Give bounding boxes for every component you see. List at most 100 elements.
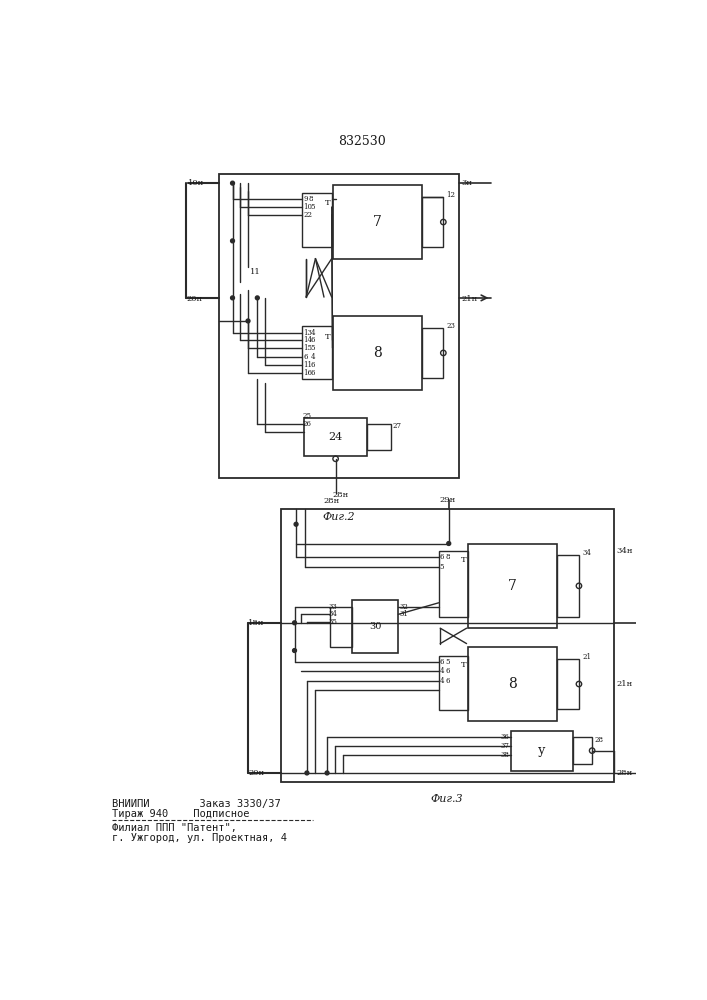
Text: 6: 6 <box>311 369 315 377</box>
Text: 36: 36 <box>501 733 509 741</box>
Text: 25: 25 <box>303 412 311 420</box>
Text: 5: 5 <box>445 658 450 666</box>
Bar <box>438 551 468 617</box>
Bar <box>421 328 443 378</box>
Circle shape <box>230 296 235 300</box>
Text: 8: 8 <box>373 346 382 360</box>
Text: 6: 6 <box>303 353 308 361</box>
Bar <box>352 600 398 653</box>
Text: Фиг.3: Фиг.3 <box>431 794 464 804</box>
Text: T: T <box>461 661 467 669</box>
Text: ВНИИПИ        Заказ 3330/37: ВНИИПИ Заказ 3330/37 <box>112 799 281 809</box>
Text: Фиг.2: Фиг.2 <box>322 512 355 522</box>
Text: 20н: 20н <box>248 769 264 777</box>
Text: 15: 15 <box>303 344 312 352</box>
Text: 9: 9 <box>303 195 308 203</box>
Text: 4: 4 <box>311 329 315 337</box>
Text: 12: 12 <box>446 191 455 199</box>
Text: 27: 27 <box>393 422 402 430</box>
Circle shape <box>294 522 298 526</box>
Bar <box>332 185 421 259</box>
Text: 30: 30 <box>369 622 381 631</box>
Text: 8: 8 <box>445 553 450 561</box>
Text: 32: 32 <box>400 603 409 611</box>
Text: 21н: 21н <box>461 295 477 303</box>
Text: 4: 4 <box>440 667 444 675</box>
Text: 6: 6 <box>445 677 450 685</box>
Text: 11: 11 <box>250 268 260 276</box>
Text: 38: 38 <box>501 751 509 759</box>
Text: T: T <box>461 556 467 564</box>
Bar <box>438 656 468 710</box>
Text: 28н: 28н <box>616 769 632 777</box>
Bar <box>332 316 421 389</box>
Circle shape <box>230 239 235 243</box>
Text: 4: 4 <box>311 353 315 361</box>
Text: 37: 37 <box>501 742 509 750</box>
Text: 8: 8 <box>508 677 517 691</box>
Text: 28н: 28н <box>332 491 349 499</box>
Text: 16: 16 <box>303 369 312 377</box>
Text: 18н: 18н <box>248 619 264 627</box>
Text: 6: 6 <box>311 361 315 369</box>
Text: 31: 31 <box>400 610 409 618</box>
Text: 6: 6 <box>445 667 450 675</box>
Text: 26: 26 <box>303 420 311 428</box>
Text: 20н: 20н <box>186 295 202 303</box>
Bar <box>304 418 368 456</box>
Text: 24: 24 <box>329 432 343 442</box>
Circle shape <box>305 771 309 775</box>
Bar <box>303 326 332 379</box>
Text: 7: 7 <box>508 579 517 593</box>
Bar <box>573 737 592 764</box>
Text: г. Ужгород, ул. Проектная, 4: г. Ужгород, ул. Проектная, 4 <box>112 833 286 843</box>
Bar <box>468 544 557 628</box>
Text: 6: 6 <box>440 553 444 561</box>
Text: 11: 11 <box>303 361 312 369</box>
Bar <box>303 193 332 247</box>
Text: 21н: 21н <box>616 680 632 688</box>
Text: 34: 34 <box>582 549 591 557</box>
Bar <box>557 659 579 709</box>
Text: 23: 23 <box>446 322 455 330</box>
Bar <box>510 731 573 771</box>
Text: 33: 33 <box>329 603 337 611</box>
Text: 7: 7 <box>373 215 382 229</box>
Circle shape <box>447 542 450 545</box>
Text: у: у <box>538 744 545 757</box>
Text: 22: 22 <box>303 211 312 219</box>
Text: 832530: 832530 <box>338 135 386 148</box>
Bar <box>421 197 443 247</box>
Circle shape <box>255 296 259 300</box>
Text: 21: 21 <box>582 653 591 661</box>
Text: 28: 28 <box>595 736 604 744</box>
Text: 34: 34 <box>329 610 337 618</box>
Text: 13: 13 <box>303 329 312 337</box>
Circle shape <box>246 319 250 323</box>
Text: 6: 6 <box>311 336 315 344</box>
Text: 29н: 29н <box>440 496 456 504</box>
Text: 4: 4 <box>440 677 444 685</box>
Circle shape <box>293 621 296 625</box>
Text: 3н: 3н <box>461 179 472 187</box>
Text: 8: 8 <box>308 195 313 203</box>
Circle shape <box>230 181 235 185</box>
Text: 14: 14 <box>303 336 312 344</box>
Text: 5: 5 <box>310 203 315 211</box>
Text: 10н: 10н <box>187 179 204 187</box>
Text: 10: 10 <box>303 203 312 211</box>
Text: 28н: 28н <box>324 497 340 505</box>
Bar <box>218 174 459 478</box>
Text: 35: 35 <box>329 618 337 626</box>
Circle shape <box>293 649 296 652</box>
Bar <box>368 424 391 450</box>
Text: 6: 6 <box>440 658 444 666</box>
Text: Филиал ППП "Патент",: Филиал ППП "Патент", <box>112 823 237 833</box>
Bar <box>330 607 352 647</box>
Bar <box>557 555 579 617</box>
Circle shape <box>325 771 329 775</box>
Text: Тираж 940    Подписное: Тираж 940 Подписное <box>112 809 249 819</box>
Text: T: T <box>325 199 330 207</box>
Text: 34н: 34н <box>616 547 633 555</box>
Text: 5: 5 <box>440 563 444 571</box>
